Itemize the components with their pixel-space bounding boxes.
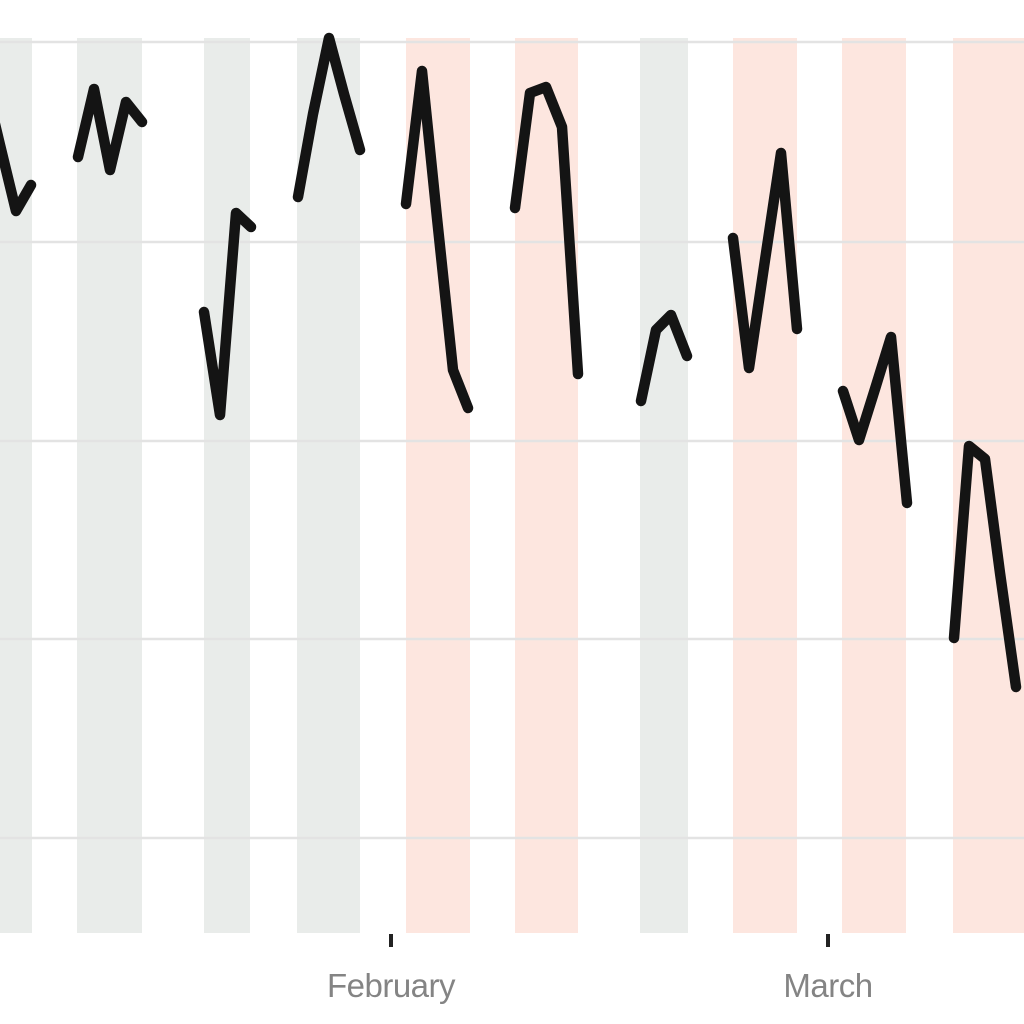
price-line-segment (198, 207, 257, 421)
week-band-up (640, 38, 688, 933)
price-line-segment (0, 122, 37, 217)
price-line-segment (400, 65, 474, 414)
month-tick (826, 934, 830, 947)
month-label: February (327, 967, 456, 1004)
week-band-down (842, 38, 906, 933)
price-line-segment (948, 440, 1022, 693)
week-band-down (406, 38, 470, 933)
week-band-up (204, 38, 250, 933)
price-line-segment (635, 309, 693, 407)
price-line-segment (509, 81, 584, 380)
price-line-segment (72, 83, 148, 176)
price-line-segment (837, 331, 913, 509)
week-band-up (77, 38, 142, 933)
price-line-segment (727, 147, 803, 374)
month-label: March (783, 967, 872, 1004)
price-line-segment (292, 32, 366, 203)
month-tick (389, 934, 393, 947)
week-band-up (297, 38, 360, 933)
